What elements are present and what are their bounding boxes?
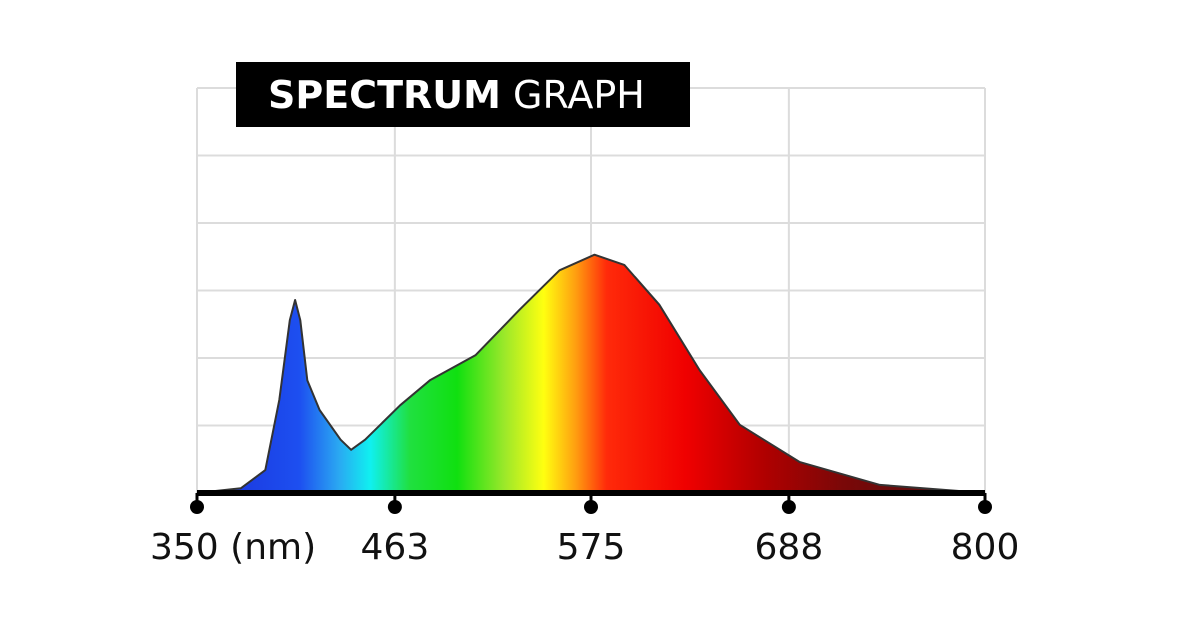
x-tick-label: 463: [361, 527, 430, 568]
title-box: [236, 62, 690, 127]
title-bold: SPECTRUM: [268, 73, 501, 117]
spectrum-area: [197, 254, 985, 493]
x-tick-label: 350 (nm): [150, 527, 316, 568]
x-tick-label: 800: [951, 527, 1020, 568]
x-tick-label: 688: [755, 527, 824, 568]
spectrum-line: [196, 253, 986, 494]
title-light: GRAPH: [513, 73, 645, 117]
x-tick-label: 575: [557, 527, 626, 568]
chart-title: SPECTRUM GRAPH: [268, 73, 645, 117]
